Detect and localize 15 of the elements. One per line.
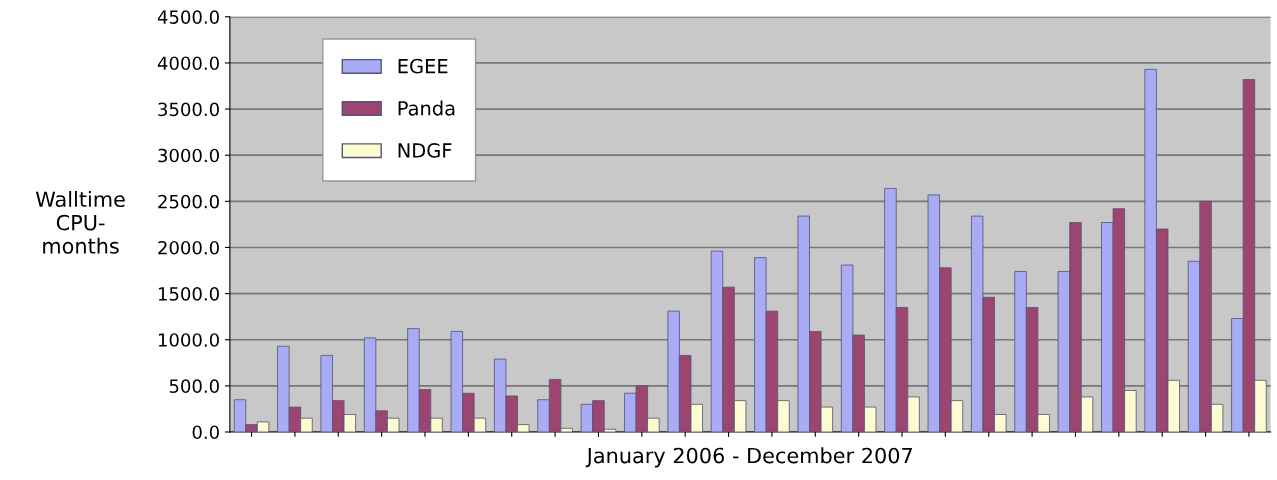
y-tick-label: 3000.0 — [158, 148, 219, 163]
y-tick-label: 1500.0 — [158, 287, 219, 301]
legend-label: Panda — [398, 100, 455, 116]
y-tick-label: 4000.0 — [157, 56, 219, 71]
y-tick-label: 0.0 — [192, 425, 219, 440]
x-axis-title: January 2006 - December 2007 — [585, 447, 912, 468]
y-tick-label: 2000.0 — [158, 240, 219, 255]
y-tick-label: 1000.0 — [158, 333, 219, 347]
y-axis-title: Walltime CPU- months — [35, 190, 125, 254]
y-tick-label: 500.0 — [169, 379, 219, 393]
legend-label: EGEE — [398, 58, 448, 74]
y-tick-label: 4500.0 — [157, 10, 219, 24]
y-tick-label: 2500.0 — [158, 194, 219, 209]
y-tick-label: 3500.0 — [158, 102, 219, 117]
legend-label: NDGF — [398, 143, 452, 158]
